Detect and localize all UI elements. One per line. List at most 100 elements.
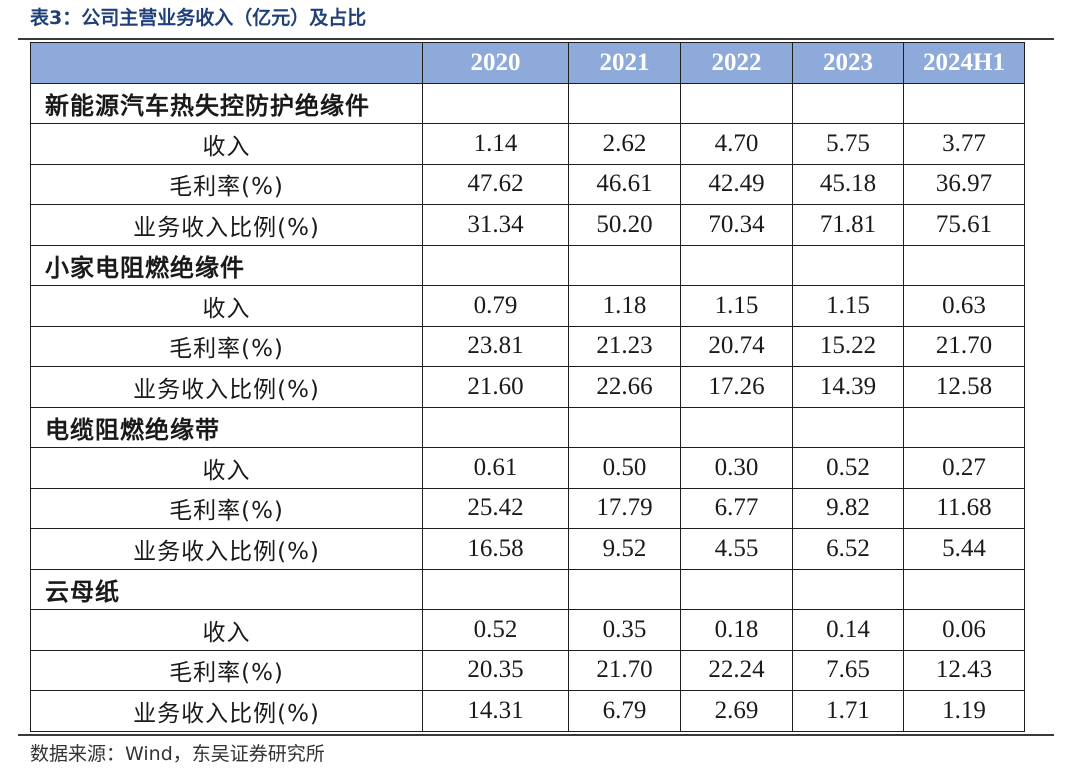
- table-row: 收入 0.79 1.18 1.15 1.15 0.63: [30, 285, 1025, 327]
- value-cell: 9.82: [792, 487, 904, 529]
- value-cell: 0.14: [792, 609, 904, 651]
- value-cell: 0.30: [680, 447, 793, 489]
- header-year-2022: 2022: [680, 42, 793, 84]
- value-cell: 2.62: [568, 123, 681, 165]
- value-cell: 21.70: [568, 649, 681, 691]
- empty-cell: [422, 82, 569, 124]
- section-row: 小家电阻燃绝缘件: [30, 244, 1025, 286]
- empty-cell: [792, 406, 904, 448]
- empty-cell: [680, 82, 793, 124]
- value-cell: 14.31: [422, 690, 569, 732]
- empty-cell: [903, 406, 1025, 448]
- value-cell: 6.79: [568, 690, 681, 732]
- header-year-2024h1: 2024H1: [903, 42, 1025, 84]
- metric-label: 业务收入比例(%): [30, 528, 423, 570]
- table-row: 毛利率(%) 47.62 46.61 42.49 45.18 36.97: [30, 163, 1025, 205]
- empty-cell: [792, 244, 904, 286]
- value-cell: 25.42: [422, 487, 569, 529]
- empty-cell: [422, 568, 569, 610]
- value-cell: 9.52: [568, 528, 681, 570]
- metric-label: 收入: [30, 447, 423, 489]
- caption-rule: [18, 38, 1054, 40]
- empty-cell: [422, 244, 569, 286]
- header-label-cell: [30, 42, 423, 84]
- table-row: 毛利率(%) 20.35 21.70 22.24 7.65 12.43: [30, 649, 1025, 691]
- table-row: 收入 0.52 0.35 0.18 0.14 0.06: [30, 609, 1025, 651]
- metric-label: 毛利率(%): [30, 649, 423, 691]
- metric-label: 业务收入比例(%): [30, 366, 423, 408]
- source-note: 数据来源：Wind，东吴证券研究所: [30, 743, 325, 765]
- section-row: 电缆阻燃绝缘带: [30, 406, 1025, 448]
- metric-label: 毛利率(%): [30, 325, 423, 367]
- value-cell: 12.58: [903, 366, 1025, 408]
- table-row: 收入 0.61 0.50 0.30 0.52 0.27: [30, 447, 1025, 489]
- value-cell: 1.19: [903, 690, 1025, 732]
- value-cell: 4.70: [680, 123, 793, 165]
- value-cell: 46.61: [568, 163, 681, 205]
- value-cell: 45.18: [792, 163, 904, 205]
- value-cell: 1.71: [792, 690, 904, 732]
- header-year-2020: 2020: [422, 42, 569, 84]
- value-cell: 42.49: [680, 163, 793, 205]
- value-cell: 15.22: [792, 325, 904, 367]
- table-row: 收入 1.14 2.62 4.70 5.75 3.77: [30, 123, 1025, 165]
- value-cell: 21.70: [903, 325, 1025, 367]
- value-cell: 16.58: [422, 528, 569, 570]
- metric-label: 业务收入比例(%): [30, 204, 423, 246]
- empty-cell: [903, 82, 1025, 124]
- value-cell: 21.23: [568, 325, 681, 367]
- value-cell: 0.79: [422, 285, 569, 327]
- table-header-row: 2020 2021 2022 2023 2024H1: [30, 42, 1025, 84]
- value-cell: 0.52: [792, 447, 904, 489]
- value-cell: 31.34: [422, 204, 569, 246]
- value-cell: 5.75: [792, 123, 904, 165]
- section-row: 云母纸: [30, 568, 1025, 610]
- value-cell: 1.14: [422, 123, 569, 165]
- value-cell: 5.44: [903, 528, 1025, 570]
- value-cell: 11.68: [903, 487, 1025, 529]
- empty-cell: [680, 568, 793, 610]
- metric-label: 业务收入比例(%): [30, 690, 423, 732]
- value-cell: 1.15: [680, 285, 793, 327]
- metric-label: 收入: [30, 285, 423, 327]
- metric-label: 毛利率(%): [30, 487, 423, 529]
- value-cell: 50.20: [568, 204, 681, 246]
- value-cell: 23.81: [422, 325, 569, 367]
- value-cell: 0.18: [680, 609, 793, 651]
- value-cell: 75.61: [903, 204, 1025, 246]
- empty-cell: [568, 82, 681, 124]
- bottom-rule: [18, 734, 1054, 736]
- empty-cell: [422, 406, 569, 448]
- header-year-2023: 2023: [792, 42, 904, 84]
- empty-cell: [568, 244, 681, 286]
- empty-cell: [792, 568, 904, 610]
- value-cell: 0.06: [903, 609, 1025, 651]
- empty-cell: [680, 406, 793, 448]
- table-row: 业务收入比例(%) 21.60 22.66 17.26 14.39 12.58: [30, 366, 1025, 408]
- empty-cell: [903, 244, 1025, 286]
- value-cell: 6.77: [680, 487, 793, 529]
- value-cell: 17.79: [568, 487, 681, 529]
- table-row: 业务收入比例(%) 14.31 6.79 2.69 1.71 1.19: [30, 690, 1025, 732]
- empty-cell: [680, 244, 793, 286]
- table-row: 毛利率(%) 23.81 21.23 20.74 15.22 21.70: [30, 325, 1025, 367]
- value-cell: 22.66: [568, 366, 681, 408]
- header-year-2021: 2021: [568, 42, 681, 84]
- value-cell: 14.39: [792, 366, 904, 408]
- value-cell: 20.35: [422, 649, 569, 691]
- section-row: 新能源汽车热失控防护绝缘件: [30, 82, 1025, 124]
- value-cell: 0.61: [422, 447, 569, 489]
- metric-label: 收入: [30, 609, 423, 651]
- section-label: 云母纸: [30, 568, 423, 610]
- value-cell: 0.35: [568, 609, 681, 651]
- revenue-table: 2020 2021 2022 2023 2024H1 新能源汽车热失控防护绝缘件…: [30, 42, 1025, 732]
- value-cell: 36.97: [903, 163, 1025, 205]
- section-label: 新能源汽车热失控防护绝缘件: [30, 82, 423, 124]
- value-cell: 0.27: [903, 447, 1025, 489]
- value-cell: 12.43: [903, 649, 1025, 691]
- table-caption: 表3：公司主营业务收入（亿元）及占比: [30, 7, 367, 29]
- value-cell: 21.60: [422, 366, 569, 408]
- value-cell: 6.52: [792, 528, 904, 570]
- metric-label: 毛利率(%): [30, 163, 423, 205]
- value-cell: 7.65: [792, 649, 904, 691]
